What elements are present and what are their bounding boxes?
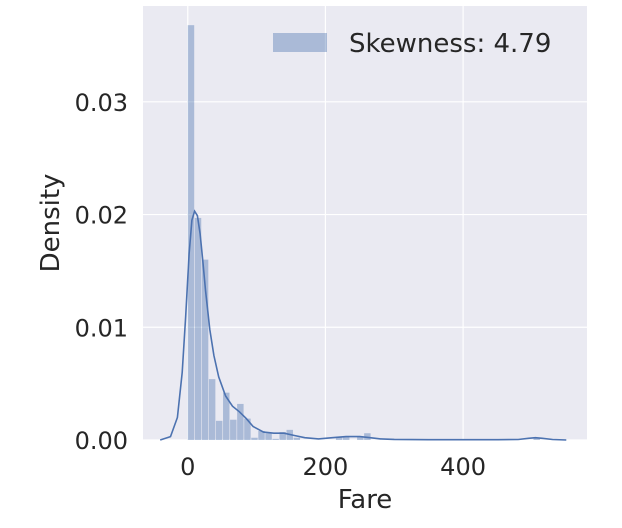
histogram-bar-9	[251, 437, 258, 440]
x-axis-label: Fare	[338, 485, 393, 515]
histogram-bar-7	[237, 403, 244, 440]
kde-density-curve	[159, 209, 567, 441]
y-tick-label-2: 0.02	[75, 202, 128, 230]
histogram-bar-6	[230, 419, 237, 440]
histogram-bar-18	[357, 436, 364, 440]
x-tick-labels: 0 200 400	[180, 453, 486, 481]
y-tick-label-1: 0.01	[75, 314, 128, 342]
histogram-bar-17	[342, 436, 350, 440]
histogram-bar-8	[244, 418, 251, 440]
y-tick-label-0: 0.00	[75, 427, 128, 455]
histogram-bar-4	[215, 420, 223, 440]
y-axis-label: Density	[36, 174, 66, 273]
histogram-bar-1	[194, 217, 202, 440]
x-tick-label-2: 400	[440, 453, 486, 481]
histogram-bar-11	[265, 433, 272, 440]
legend-swatch	[273, 33, 327, 52]
histogram-bar-3	[208, 379, 216, 440]
histogram-bar-2	[201, 259, 209, 440]
y-tick-label-3: 0.03	[75, 89, 128, 117]
x-tick-label-0: 0	[180, 453, 195, 481]
plot-area-background	[143, 6, 587, 440]
histogram-bar-16	[335, 436, 343, 440]
histogram-bar-12	[272, 438, 279, 440]
histogram-bar-10	[258, 430, 265, 440]
histogram-bar-5	[223, 392, 230, 440]
x-tick-label-1: 200	[303, 453, 349, 481]
histogram-bar-15	[293, 437, 301, 440]
y-tick-labels: 0.00 0.01 0.02 0.03	[75, 89, 128, 455]
histogram-bar-20	[533, 437, 540, 440]
gridlines	[143, 6, 587, 441]
histogram-bar-13	[279, 432, 286, 440]
legend-label-skewness: Skewness: 4.79	[349, 29, 551, 59]
legend: Skewness: 4.79	[273, 29, 551, 59]
